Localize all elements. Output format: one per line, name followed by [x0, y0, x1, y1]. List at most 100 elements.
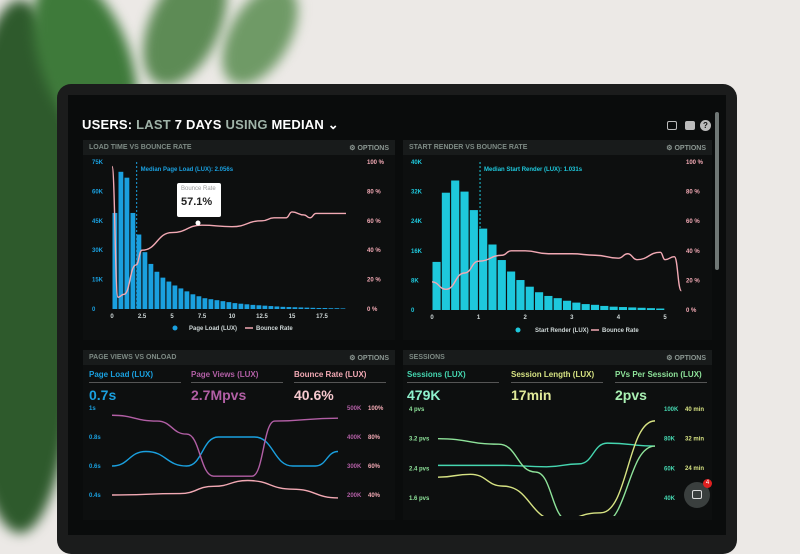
histogram-bar	[220, 301, 226, 309]
y3-tick-label: 40 min	[685, 407, 704, 413]
x-tick-label: 0	[110, 314, 114, 320]
y2-tick-label: 200K	[347, 493, 362, 499]
y-tick-label: 2.4 pvs	[409, 466, 430, 472]
metric-session-length: Session Length (LUX) 17min	[511, 370, 603, 403]
histogram-bar	[172, 285, 178, 309]
chat-icon	[692, 490, 702, 499]
histogram-bar	[148, 263, 154, 309]
y2-tick-label: 60 %	[367, 219, 381, 225]
x-tick-label: 3	[570, 315, 574, 321]
metric-sessions: Sessions (LUX) 479K	[407, 370, 499, 403]
y2-tick-label: 40 %	[367, 248, 381, 254]
y-tick-label: 4 pvs	[409, 407, 425, 413]
legend-marker	[515, 327, 521, 333]
series-line-pvs-per-session-lux-	[437, 437, 656, 516]
histogram-bar	[112, 212, 118, 309]
histogram-bar	[590, 304, 600, 310]
y3-tick-label: 24 min	[685, 466, 704, 472]
y2-tick-label: 40 %	[686, 249, 700, 255]
y-tick-label: 75K	[92, 160, 104, 166]
scrollbar[interactable]	[715, 112, 719, 270]
y-tick-label: 45K	[92, 219, 104, 225]
histogram-bar	[202, 298, 208, 309]
histogram-bar	[609, 306, 618, 310]
histogram-bar	[286, 307, 292, 309]
y3-tick-label: 60%	[368, 464, 381, 470]
y-tick-label: 60K	[92, 189, 104, 195]
histogram-bar	[340, 308, 346, 309]
legend-label: Page Load (LUX)	[189, 326, 237, 332]
y-tick-label: 15K	[92, 278, 104, 284]
histogram-bar	[316, 308, 322, 309]
x-tick-label: 1	[477, 315, 481, 321]
histogram-bar	[322, 308, 328, 309]
histogram-bar	[488, 244, 497, 310]
bounce-rate-line	[111, 165, 346, 298]
y2-tick-label: 100 %	[367, 160, 385, 166]
y-tick-label: 16K	[411, 249, 423, 255]
chat-button[interactable]: 4	[684, 479, 712, 508]
title-last: LAST	[136, 117, 171, 132]
chevron-down-icon[interactable]: ⌄	[327, 117, 339, 132]
x-tick-label: 5	[170, 314, 174, 320]
histogram-bar	[469, 210, 478, 310]
series-line-page-views-lux-	[111, 414, 339, 477]
median-label: Median Start Render (LUX): 1.031s	[484, 167, 583, 173]
x-tick-label: 5	[663, 315, 667, 321]
histogram-bar	[232, 303, 238, 309]
y2-tick-label: 100K	[664, 407, 679, 413]
histogram-bar	[124, 177, 130, 309]
y2-tick-label: 20 %	[686, 278, 700, 284]
x-tick-label: 10	[229, 314, 236, 320]
histogram-bar	[208, 299, 214, 309]
x-tick-label: 15	[289, 314, 296, 320]
y2-tick-label: 100 %	[686, 160, 704, 166]
legend-marker	[172, 325, 178, 331]
histogram-bar	[292, 307, 298, 309]
series-line-page-load-lux-	[111, 436, 339, 467]
y-tick-label: 8K	[411, 278, 419, 284]
options-button[interactable]: ⚙ OPTIONS	[349, 355, 389, 362]
y-tick-label: 0	[92, 307, 96, 313]
histogram-bar	[553, 298, 562, 310]
panel-title: PAGE VIEWS VS ONLOAD	[89, 354, 177, 361]
histogram-bar	[562, 300, 572, 310]
page-title[interactable]: USERS: LAST 7 DAYS USING MEDIAN ⌄	[82, 117, 339, 133]
title-users: USERS:	[82, 117, 133, 132]
histogram-bar	[274, 306, 280, 309]
histogram-bar	[256, 305, 262, 309]
x-tick-label: 17.5	[316, 314, 328, 320]
histogram-bar	[497, 260, 506, 310]
histogram-bar	[646, 308, 655, 310]
y2-tick-label: 500K	[347, 406, 362, 412]
histogram-bar	[298, 307, 304, 309]
y3-tick-label: 40%	[368, 493, 381, 499]
y2-tick-label: 40K	[664, 496, 676, 502]
y-tick-label: 24K	[411, 219, 423, 225]
y-tick-label: 0	[411, 308, 415, 314]
options-button[interactable]: ⚙ OPTIONS	[666, 355, 706, 362]
help-icon[interactable]: ?	[700, 120, 711, 131]
y2-tick-label: 0 %	[686, 308, 697, 314]
histogram-bar	[328, 308, 334, 309]
histogram-bar	[334, 308, 340, 309]
legend-label: Bounce Rate	[256, 326, 293, 332]
histogram-bar	[572, 302, 581, 310]
panel-page-views: PAGE VIEWS VS ONLOAD ⚙ OPTIONS	[83, 350, 395, 520]
options-button[interactable]: ⚙ OPTIONS	[666, 145, 706, 152]
histogram-bar	[280, 306, 286, 309]
histogram-bar	[516, 280, 525, 310]
chart-icon[interactable]	[685, 121, 695, 130]
bounce-rate-tooltip: Bounce Rate 57.1%	[177, 183, 221, 217]
y2-tick-label: 0 %	[367, 307, 378, 313]
options-button[interactable]: ⚙ OPTIONS	[349, 145, 389, 152]
y-tick-label: 40K	[411, 160, 423, 166]
legend-label: Bounce Rate	[602, 328, 639, 334]
histogram-bar	[250, 304, 256, 309]
histogram-bar	[238, 303, 244, 309]
y3-tick-label: 32 min	[685, 437, 704, 443]
bounce-rate-line	[431, 250, 682, 292]
metric-page-load: Page Load (LUX) 0.7s	[89, 370, 181, 403]
title-range: 7 DAYS	[174, 117, 222, 132]
monitor-icon[interactable]	[667, 121, 677, 130]
